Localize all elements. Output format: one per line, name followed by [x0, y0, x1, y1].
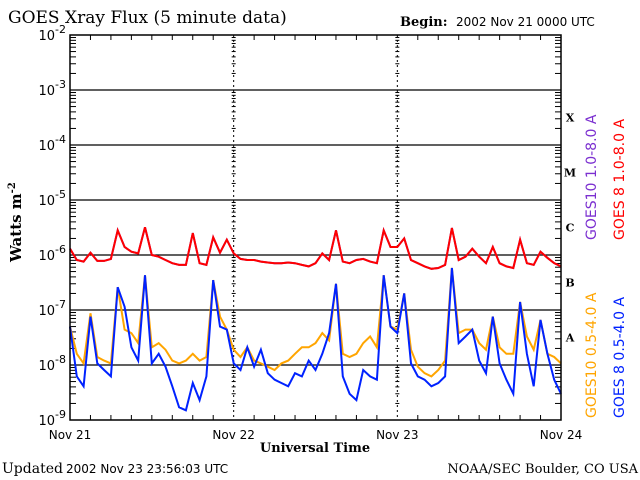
y-tick-exponent: -4: [55, 133, 66, 146]
flare-class-label: A: [565, 332, 575, 345]
flare-class-labels: X M C B A: [564, 112, 576, 345]
y-tick-exponent: -9: [55, 408, 66, 421]
x-tick-label: Nov 21: [49, 428, 92, 442]
y-axis-label: Watts m-2: [7, 182, 25, 263]
flare-class-label: C: [566, 222, 575, 235]
y-tick-base: 10: [38, 304, 55, 319]
y-tick-base: 10: [38, 249, 55, 264]
y-tick-label: 10-4: [38, 133, 66, 154]
x-tick-labels: Nov 21 Nov 22 Nov 23 Nov 24: [49, 428, 583, 442]
flare-class-label: M: [564, 167, 576, 180]
y-axis-label-text: Watts m: [7, 193, 25, 263]
legend-entry-3: GOES 8 0.5-4.0 A: [612, 297, 628, 418]
y-tick-exponent: -3: [55, 78, 66, 91]
y-tick-exponent: -8: [55, 353, 66, 366]
y-tick-base: 10: [38, 194, 55, 209]
y-tick-base: 10: [38, 359, 55, 374]
y-tick-label: 10-3: [38, 78, 66, 99]
series-line-1: [69, 226, 562, 270]
y-axis-label-exponent: -2: [7, 182, 18, 193]
legend-entry-2: GOES10 0.5-4.0 A: [584, 292, 600, 418]
y-tick-base: 10: [38, 29, 55, 44]
series-line-3: [69, 267, 562, 412]
y-tick-exponent: -2: [55, 23, 66, 36]
y-tick-label: 10-7: [38, 298, 66, 319]
legend: GOES10 1.0-8.0 A GOES 8 1.0-8.0 A GOES10 0…: [584, 114, 628, 418]
y-tick-exponent: -7: [55, 298, 66, 311]
y-tick-label: 10-8: [38, 353, 66, 374]
y-tick-base: 10: [38, 414, 55, 429]
series-group: [69, 226, 562, 412]
updated-value: 2002 Nov 23 23:56:03 UTC: [66, 462, 228, 476]
legend-entry-1: GOES 8 1.0-8.0 A: [612, 119, 628, 240]
y-tick-exponent: -5: [55, 188, 66, 201]
y-tick-base: 10: [38, 84, 55, 99]
credit: NOAA/SEC Boulder, CO USA: [447, 462, 638, 477]
x-tick-label: Nov 22: [212, 428, 255, 442]
y-tick-exponent: -6: [55, 243, 66, 256]
plot-frame: [69, 34, 562, 421]
y-tick-label: 10-6: [38, 243, 66, 264]
y-tick-labels: 10-210-310-410-510-610-710-810-9: [38, 23, 66, 429]
flare-class-label: X: [566, 112, 575, 125]
y-tick-label: 10-5: [38, 188, 66, 209]
begin-value: 2002 Nov 21 0000 UTC: [456, 15, 595, 29]
legend-entry-0: GOES10 1.0-8.0 A: [584, 114, 600, 240]
series-line-2: [69, 267, 562, 378]
y-tick-label: 10-9: [38, 408, 66, 429]
y-tick-base: 10: [38, 139, 55, 154]
x-tick-label: Nov 24: [540, 428, 583, 442]
updated-label: Updated: [2, 461, 63, 477]
x-axis-label: Universal Time: [260, 441, 370, 456]
y-tick-label: 10-2: [38, 23, 66, 44]
flare-class-label: B: [565, 277, 574, 290]
begin-label: Begin:: [400, 15, 448, 30]
x-tick-label: Nov 23: [376, 428, 419, 442]
chart-title: GOES Xray Flux (5 minute data): [8, 8, 287, 28]
